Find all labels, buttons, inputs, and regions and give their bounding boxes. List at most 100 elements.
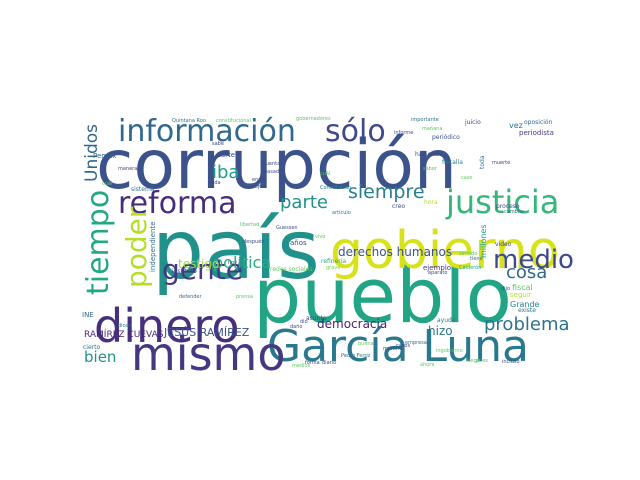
cloud-word: Grande [510,300,540,309]
cloud-word: reforma [118,186,236,221]
cloud-word: democracia [317,317,387,331]
cloud-word: creo [392,203,405,210]
cloud-word: juicio [464,119,481,126]
cloud-word: mensaje [243,182,264,188]
cloud-word: hora [424,199,438,206]
cloud-word: tiene [470,256,483,262]
cloud-word: ingobierno [436,348,463,354]
cloud-word: aparato [428,270,447,276]
cloud-word: vivo [315,234,325,240]
cloud-word: poder [120,206,153,288]
cloud-word: forma [305,360,320,366]
cloud-word: informe [394,130,413,136]
cloud-word: cártel [217,151,237,159]
cloud-word: cuál [320,170,330,177]
cloud-word: problema [484,314,570,335]
cloud-word: Calderón [459,264,481,271]
cloud-word: justicia [445,183,559,221]
cloud-word: importante [411,117,439,123]
cloud-word: video [495,241,512,248]
cloud-word: millones [479,224,488,258]
cloud-word: gente [162,253,243,286]
cloud-word: parte [280,192,328,213]
cloud-word: prensa [236,294,253,300]
cloud-word: mentira [383,346,403,352]
cloud-word: vida [210,180,221,186]
cloud-word: enero [252,177,266,183]
cloud-word: Constitución [320,184,351,191]
cloud-word: refinería [321,258,346,265]
cloud-word: independiente [149,221,157,272]
cloud-word: muerte [492,160,510,166]
cloud-word: constitucional [216,118,251,124]
cloud-word: Pedro Ferriz [341,353,371,359]
cloud-word: daño [290,324,302,330]
cloud-word: ayuda [437,317,456,324]
cloud-word: ahora [420,362,434,368]
cloud-word: artículo [332,209,351,216]
cloud-word: gobernadores [296,116,331,122]
cloud-word: proceso [496,203,520,210]
cloud-word: fiscal [512,283,533,292]
cloud-word: cosa [506,262,547,283]
cloud-background [80,116,566,367]
cloud-word: gobierno [330,221,560,281]
cloud-word: haciendo [415,151,443,158]
cloud-word: política [213,253,271,272]
cloud-word: Unidos [82,124,102,182]
cloud-word: después [243,238,264,245]
cloud-word: libertad [240,222,259,228]
cloud-word: siempre [348,181,425,203]
cloud-word: Quintana Roo [172,118,206,124]
cloud-word: caso [461,175,472,181]
cloud-word: pues [476,358,488,364]
cloud-word: dijo [501,286,510,292]
cloud-word: hoy [228,260,237,266]
cloud-word: existe [518,307,536,314]
cloud-word: derechos humanos [338,245,452,259]
cloud-word: toda [479,155,486,169]
cloud-word: Pemex [93,152,116,160]
cloud-word: bien [84,348,116,366]
cloud-word: diario [322,360,336,366]
cloud-word: dicen [118,323,132,329]
cloud-word: cierto [83,344,100,351]
cloud-word: ejemplo [423,264,451,272]
cloud-word: periódico [432,134,460,141]
cloud-word: dio [300,319,308,325]
cloud-word: asunto [306,315,327,322]
cloud-word: dinero [94,299,239,353]
cloud-word: casos [396,343,410,349]
cloud-word: grave [326,265,340,271]
cloud-word: pasado [264,169,282,175]
cloud-word: García Luna [267,321,529,372]
cloud-word: información [118,114,296,149]
cloud-word: sentido [459,251,477,257]
cloud-word: iba [212,162,239,183]
cloud-word: cuenta [263,161,280,167]
cloud-word: empresas [405,340,430,346]
cloud-word: años [290,239,307,247]
cloud-word: periodista [519,129,554,137]
cloud-word: saber [423,166,438,172]
cloud-word: manera [118,166,137,172]
cloud-word: cuál [102,180,112,187]
cloud-word: redes sociales [270,266,312,273]
cloud-word: pueblo [253,251,512,340]
cloud-word: fiscalía [442,159,463,166]
cloud-word: hizo [428,324,453,338]
cloud-word: cambiar [504,209,525,215]
cloud-word: buena [358,341,374,347]
cloud-word: JESÚS RAMÍREZ [163,326,250,339]
cloud-word: INE [82,311,94,319]
cloud-word: sabe [212,141,224,147]
cloud-word: testigo [178,257,219,271]
cloud-word: oposición [524,119,553,126]
cloud-word: Guessen [276,225,298,231]
cloud-word: país [152,203,320,298]
cloud-word: medios [292,363,311,369]
cloud-word: corrupción [96,126,457,205]
cloud-word: incluso [502,359,520,365]
cloud-word: vez [509,121,523,130]
